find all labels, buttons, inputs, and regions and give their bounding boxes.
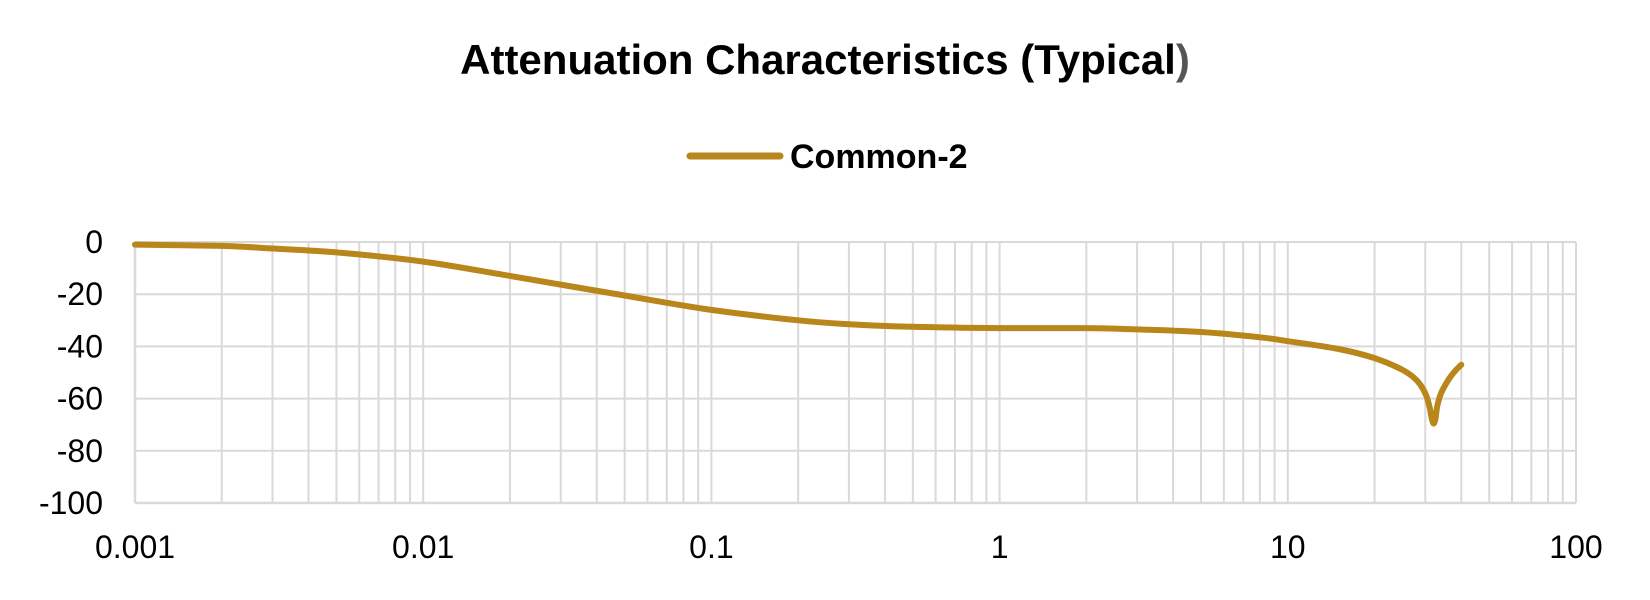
y-tick-label: -80 — [57, 433, 103, 469]
series-layer — [132, 241, 1465, 427]
y-tick-label: -20 — [57, 276, 103, 312]
y-tick-label: -40 — [57, 328, 103, 364]
x-tick-label: 10 — [1270, 529, 1306, 565]
axes — [133, 242, 1576, 505]
chart-title-suffix: ) — [1176, 36, 1190, 83]
x-tick-label: 100 — [1549, 529, 1602, 565]
chart-title-main: Attenuation Characteristics (Typical — [460, 36, 1176, 83]
legend: Common-2 — [686, 138, 968, 176]
y-tick-label: -60 — [57, 381, 103, 417]
legend-label-common-2: Common-2 — [790, 138, 968, 176]
chart-title: Attenuation Characteristics (Typical) — [460, 36, 1190, 83]
tick-labels: 0.001 0.01 0.1 1 10 100 0 -20 -40 -60 -80 -100 — [39, 224, 1603, 565]
x-tick-label: 0.01 — [392, 529, 454, 565]
x-tick-label: 1 — [991, 529, 1009, 565]
x-tick-label: 0.001 — [95, 529, 175, 565]
y-tick-label: 0 — [85, 224, 103, 260]
grid — [134, 241, 1577, 503]
x-tick-label: 0.1 — [689, 529, 733, 565]
y-tick-label: -100 — [39, 485, 103, 521]
series-line-common-2 — [132, 241, 1465, 427]
